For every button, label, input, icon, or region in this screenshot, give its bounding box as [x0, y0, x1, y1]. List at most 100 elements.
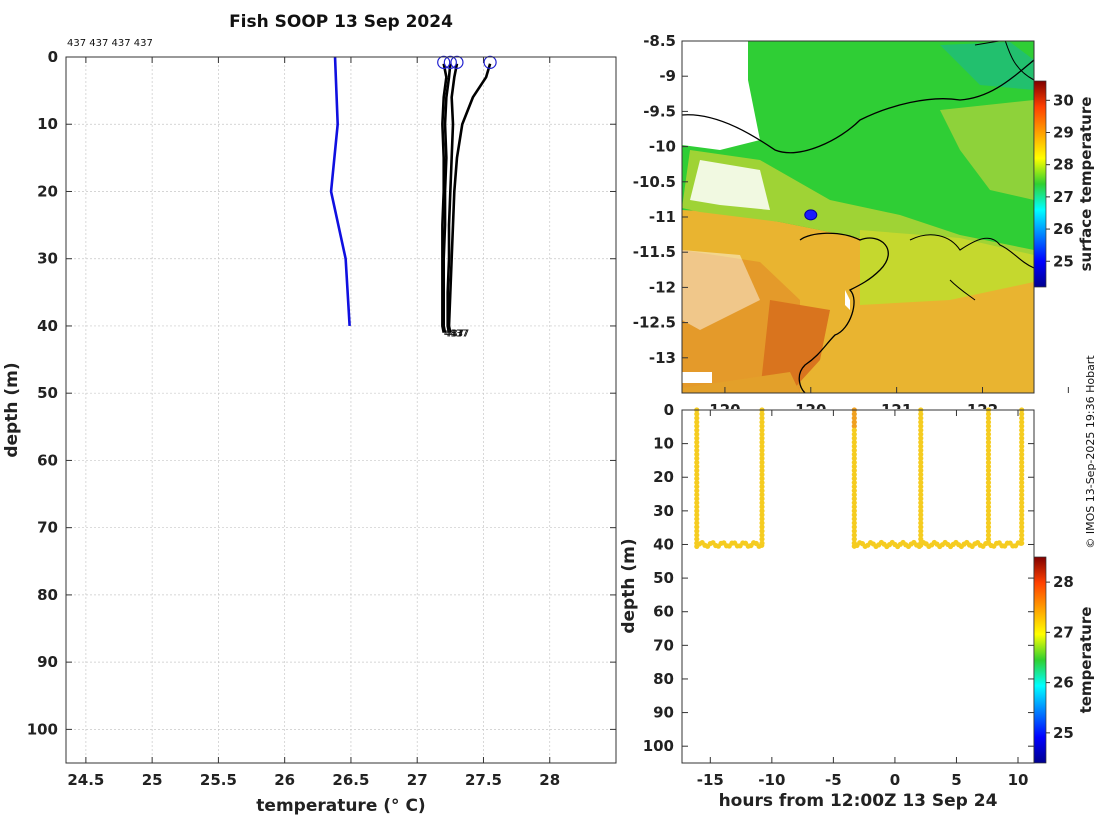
cast-point	[918, 471, 924, 478]
cast-point	[985, 480, 992, 486]
cast-point	[851, 480, 857, 486]
temperature-colorbar	[1033, 556, 1047, 764]
cast-point	[918, 427, 924, 433]
cast-point	[851, 524, 857, 530]
cast-point	[1019, 415, 1025, 421]
cast-point	[759, 427, 765, 433]
cast-point	[851, 496, 857, 502]
y-tick-label: 0	[48, 48, 58, 66]
y-tick-label: 20	[37, 182, 58, 200]
y-tick-label: 90	[37, 653, 58, 671]
cast-point	[985, 496, 992, 502]
cast-point	[759, 496, 765, 502]
cast-point	[694, 516, 700, 522]
cast-point	[985, 451, 992, 457]
cast-point	[1019, 508, 1025, 514]
x-tick-label: 27	[407, 771, 428, 789]
cast-point	[985, 411, 992, 417]
map-y-tick-label: -10	[649, 138, 676, 156]
cast-point	[851, 520, 857, 526]
cast-point	[985, 423, 992, 429]
cast-point	[759, 447, 765, 453]
cast-point	[694, 435, 700, 441]
cast-point	[1019, 435, 1025, 441]
cast-point	[694, 451, 700, 457]
profile-line	[441, 63, 448, 333]
cast-point	[1019, 459, 1025, 466]
cast-point	[851, 447, 857, 453]
time-depth-frame	[681, 409, 1035, 764]
cast-point	[985, 512, 992, 518]
cast-point	[1019, 471, 1025, 478]
cast-point	[1019, 480, 1025, 486]
coastline-east	[909, 234, 1034, 269]
cast-point	[851, 427, 857, 433]
sst-colorbar-tick-label: 28	[1053, 156, 1074, 174]
cast-point	[1019, 496, 1025, 502]
cast-point	[918, 524, 924, 530]
temperature-colorbar-tick-label: 26	[1053, 674, 1074, 692]
time-y-tick-label: 60	[653, 603, 674, 621]
cast-point	[759, 484, 765, 490]
time-x-tick-label: -15	[697, 771, 724, 789]
temperature-profile-chart: Fish SOOP 13 Sep 2024 437 437 437 437 24…	[2, 12, 617, 816]
cast-point	[759, 467, 765, 474]
profile-end-label: 437	[444, 329, 463, 340]
cast-point	[918, 415, 924, 421]
cast-point	[759, 508, 765, 514]
cast-point	[694, 532, 700, 538]
cast-point	[985, 443, 992, 449]
time-y-tick-label: 80	[653, 670, 674, 688]
cast-point	[918, 475, 924, 482]
x-tick-label: 27.5	[465, 771, 502, 789]
x-tick-label: 25.5	[200, 771, 237, 789]
cast-point	[851, 512, 857, 518]
cast-point	[985, 528, 992, 534]
ship-location-marker	[804, 209, 818, 221]
cast-point	[694, 415, 700, 421]
cast-point	[918, 451, 924, 457]
profile-plot-frame	[65, 56, 617, 764]
profile-end-label: 437	[449, 329, 468, 340]
cast-point	[918, 443, 924, 449]
cast-point	[851, 500, 857, 506]
cast-point	[918, 480, 924, 486]
cast-point	[851, 504, 857, 510]
cast-point	[694, 496, 700, 502]
cast-point	[985, 419, 992, 425]
cast-point	[918, 447, 924, 453]
map-y-tick-label: -13	[649, 349, 676, 367]
cast-point	[759, 443, 765, 449]
cast-point	[1019, 484, 1025, 490]
cast-point	[918, 504, 924, 510]
time-y-tick-label: 100	[643, 737, 674, 755]
climatology-line	[329, 56, 351, 327]
cast-point	[985, 516, 992, 522]
cast-point	[985, 439, 992, 445]
cast-point	[694, 475, 700, 482]
cast-point	[694, 500, 700, 506]
cast-point	[851, 488, 857, 494]
cast-point	[759, 520, 765, 526]
cast-point	[851, 467, 857, 474]
cast-point	[851, 439, 857, 445]
cast-point	[918, 411, 924, 417]
profile-end-label: 437	[445, 329, 464, 340]
cast-point	[918, 516, 924, 522]
time-y-tick-label: 50	[653, 569, 674, 587]
profile-line	[446, 63, 459, 333]
cast-point	[918, 512, 924, 518]
cast-point	[1019, 455, 1025, 462]
map-x-tick-label: 123	[1053, 401, 1084, 419]
cast-point	[759, 480, 765, 486]
cast-point	[985, 463, 992, 470]
cast-point	[985, 455, 992, 462]
y-tick-label: 50	[37, 384, 58, 402]
cast-point	[1019, 423, 1025, 429]
map-y-tick-label: -10.5	[633, 173, 676, 191]
cast-point	[985, 447, 992, 453]
cast-point	[1019, 451, 1025, 457]
sst-map: -8.5 -9 -9.5 -10 -10.5 -11 -11.5 -12 -12.5 -13 120…	[633, 32, 1095, 419]
map-x-tick-label: 122	[967, 401, 998, 419]
map-y-tick-label: -9.5	[643, 102, 676, 120]
